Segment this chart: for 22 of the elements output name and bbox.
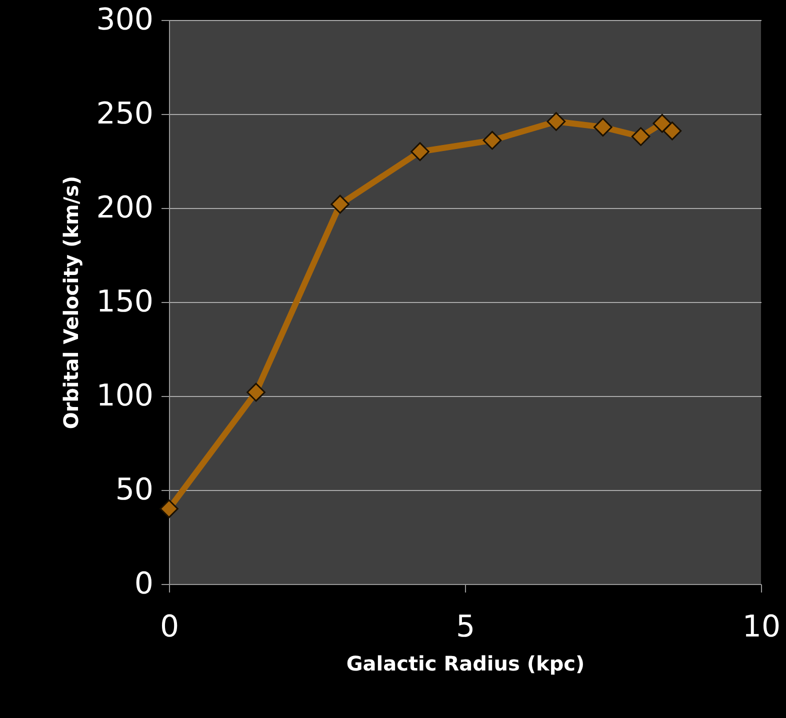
point [160, 499, 178, 518]
y-tick-label: 200 [96, 190, 154, 226]
point [482, 130, 502, 150]
x-tick-label: 10 [742, 610, 781, 644]
point [246, 382, 266, 402]
y-tick-label: 100 [96, 378, 154, 414]
y-tick-label: 250 [96, 96, 154, 132]
point [330, 194, 350, 214]
x-tick-label: 0 [160, 610, 180, 644]
point [652, 114, 672, 133]
y-tick-label: 0 [134, 566, 154, 602]
x-axis-title: Galactic Radius (kpc) [346, 652, 585, 676]
point [631, 127, 650, 146]
point [546, 112, 566, 131]
y-tick-label: 150 [96, 284, 154, 320]
point [594, 118, 612, 137]
y-axis-title: Orbital Velocity (km/s) [59, 176, 84, 430]
x-tick-label: 5 [456, 610, 476, 644]
point [410, 142, 430, 162]
y-tick-label: 300 [96, 2, 154, 38]
y-tick-label: 50 [115, 472, 154, 508]
point [662, 122, 682, 140]
